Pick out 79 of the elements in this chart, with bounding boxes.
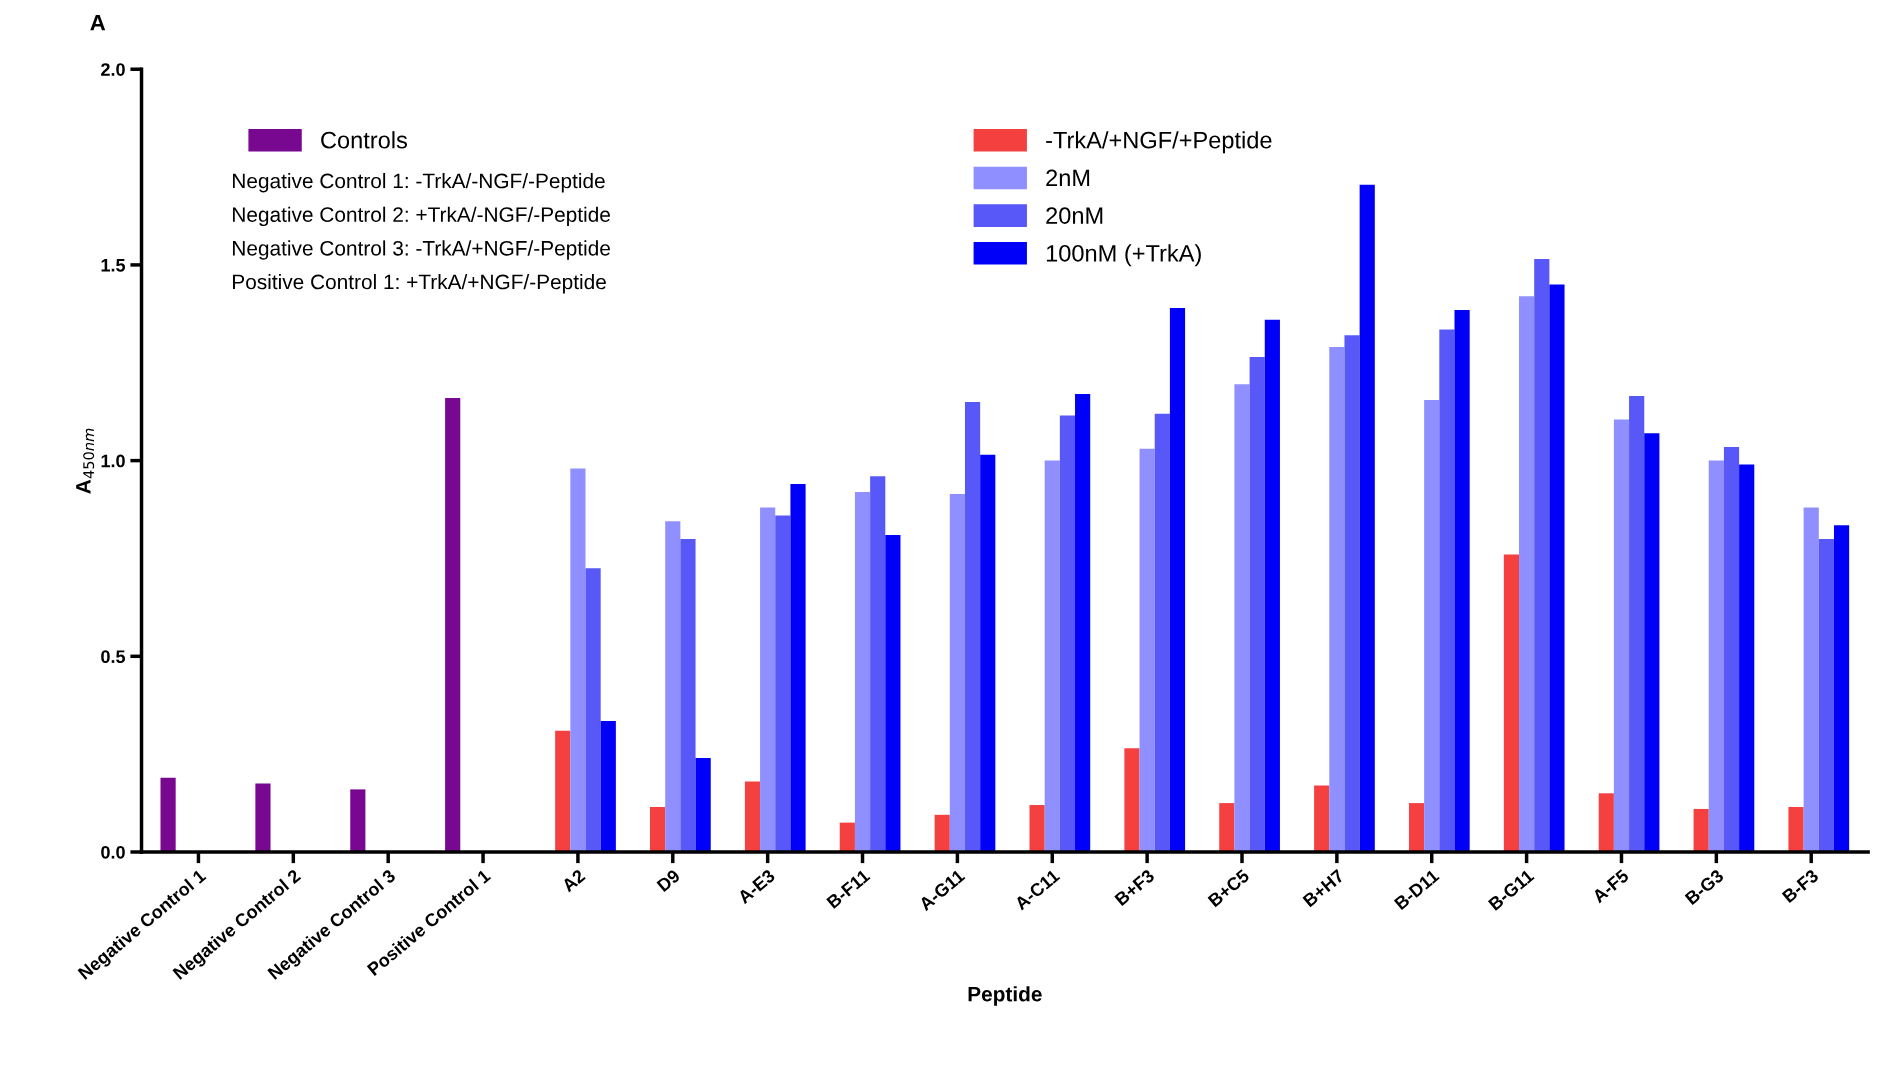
legend-label: 100nM (+TrkA)	[1046, 244, 1201, 267]
bar	[1249, 356, 1265, 852]
bar	[1818, 538, 1834, 852]
bar	[680, 538, 696, 852]
bar	[1693, 808, 1709, 852]
x-tick-label: A2	[560, 868, 586, 893]
y-tick-label: 0.0	[101, 845, 125, 859]
annotation: Positive Control 1: +TrkA/+NGF/-Peptide	[233, 274, 606, 294]
bar	[1139, 448, 1155, 852]
bar	[1598, 793, 1614, 852]
bar	[1439, 329, 1455, 852]
bar	[350, 789, 366, 852]
bar	[1044, 460, 1060, 852]
bar	[1519, 296, 1535, 852]
bar	[160, 777, 176, 852]
bar	[775, 515, 791, 852]
x-tick-label: D9	[656, 868, 681, 893]
bar	[1833, 525, 1850, 852]
legend-label: -TrkA/+NGF/+Peptide	[1046, 131, 1272, 154]
bar	[570, 468, 586, 852]
bar	[949, 493, 965, 852]
bar	[1803, 507, 1819, 852]
bar	[1154, 413, 1170, 852]
bar	[1059, 415, 1076, 852]
bar	[1169, 307, 1186, 852]
chart-title: A	[90, 15, 106, 31]
bar	[1124, 748, 1140, 852]
bar	[1344, 335, 1360, 852]
legend-label: 20nM	[1046, 207, 1103, 224]
bar	[964, 401, 981, 852]
bar	[790, 484, 806, 852]
bar	[600, 720, 616, 852]
bar	[1644, 433, 1660, 852]
bar	[1314, 785, 1330, 852]
bar	[870, 476, 886, 852]
bar	[885, 534, 901, 852]
bar	[1723, 446, 1740, 852]
y-tick-label: 1.0	[101, 454, 125, 468]
bar	[1029, 805, 1045, 852]
bar	[934, 814, 950, 852]
bar	[665, 521, 681, 852]
legend-label: Controls	[321, 131, 408, 149]
bar	[1329, 347, 1345, 852]
bar	[1549, 284, 1565, 852]
bar	[1264, 319, 1280, 852]
x-axis-title: Peptide	[968, 986, 1042, 1006]
annotation: Negative Control 1: -TrkA/-NGF/-Peptide	[233, 173, 605, 193]
bar	[695, 758, 711, 852]
y-tick-label: 1.5	[101, 259, 126, 272]
annotation: Negative Control 3: -TrkA/+NGF/-Peptide	[233, 240, 610, 260]
bar	[1424, 399, 1440, 852]
annotation: Negative Control 2: +TrkA/-NGF/-Peptide	[233, 206, 610, 227]
bar	[854, 491, 871, 852]
bar	[839, 822, 855, 852]
bar	[1075, 394, 1091, 852]
bar	[650, 806, 666, 852]
y-tick-label: 2.0	[101, 63, 125, 76]
bar	[1534, 259, 1550, 852]
bar	[980, 454, 996, 852]
bar	[1359, 184, 1375, 852]
bar	[1629, 396, 1645, 852]
legend-label: 2nM	[1046, 169, 1090, 186]
bar	[1613, 419, 1630, 852]
bar	[585, 568, 601, 852]
bar	[255, 783, 271, 852]
bar	[1708, 460, 1724, 852]
bar	[1739, 464, 1755, 852]
bar	[1234, 384, 1250, 852]
bar	[1788, 806, 1804, 852]
y-axis-title: A$_{450nm}$	[76, 428, 95, 494]
y-tick-label: 0.5	[101, 650, 126, 664]
bar	[1408, 803, 1425, 852]
bar	[1503, 554, 1520, 852]
bar	[445, 397, 461, 852]
bar	[744, 781, 761, 852]
bar	[760, 507, 776, 852]
bar	[1219, 803, 1235, 852]
bar	[1454, 309, 1470, 852]
bar	[555, 730, 571, 852]
